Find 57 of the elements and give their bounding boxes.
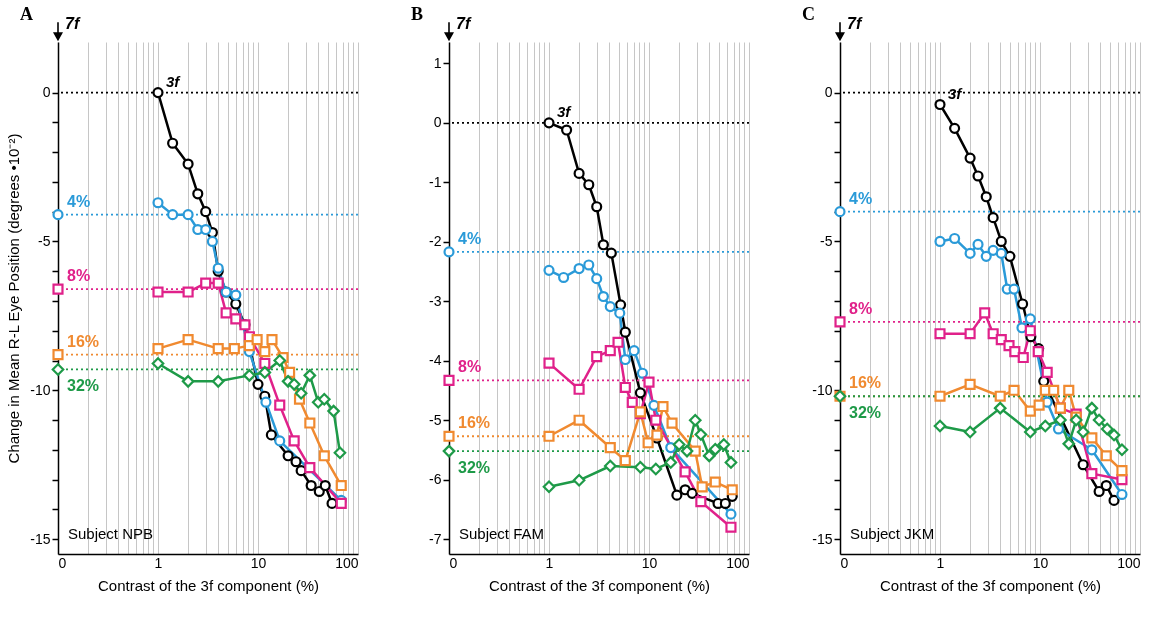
x-axis-title: Contrast of the 3f component (%) — [880, 576, 1101, 594]
series-label: 3f — [948, 84, 964, 102]
y-tick-label: -6 — [429, 471, 442, 488]
chart-title: C — [802, 4, 815, 24]
series-label: 4% — [67, 192, 91, 210]
series-label: 32% — [458, 459, 491, 477]
x-tick-label: 10 — [250, 554, 267, 571]
x-axis-title: Contrast of the 3f component (%) — [98, 576, 319, 594]
series-label: 16% — [458, 414, 491, 432]
series-label: 4% — [458, 229, 482, 247]
x-tick-label: 100 — [726, 554, 750, 571]
series-label: 4% — [849, 189, 873, 207]
series-label: 8% — [458, 358, 482, 376]
x-tick-label: 0 — [58, 554, 67, 571]
y-tick-label: -1 — [429, 173, 442, 190]
annotation: Subject NPB — [68, 525, 154, 542]
y-tick-label: 1 — [433, 54, 442, 71]
y-tick-label: 0 — [42, 84, 51, 101]
x-axis-title: Contrast of the 3f component (%) — [489, 576, 710, 594]
y-tick-label: -5 — [429, 411, 442, 428]
x-tick-label: 100 — [1117, 554, 1141, 571]
text: 7f — [456, 15, 472, 32]
series-label: 8% — [849, 299, 873, 317]
y-tick-label: 0 — [824, 84, 833, 101]
annotation: Subject FAM — [459, 525, 545, 542]
y-tick-label: -15 — [812, 530, 833, 547]
x-tick-label: 10 — [1032, 554, 1049, 571]
x-tick-label: 100 — [335, 554, 359, 571]
y-tick-label: -10 — [812, 381, 833, 398]
text: 7f — [65, 15, 81, 32]
y-tick-label: -2 — [429, 233, 442, 250]
y-tick-label: -5 — [820, 232, 833, 249]
series-label: 3f — [166, 72, 182, 90]
x-tick-label: 1 — [545, 554, 554, 571]
series-label: 8% — [67, 267, 91, 285]
x-tick-label: 0 — [840, 554, 849, 571]
series-label: 3f — [557, 102, 573, 120]
series-label: 32% — [849, 404, 882, 422]
y-tick-label: -5 — [38, 232, 51, 249]
x-tick-label: 10 — [641, 554, 658, 571]
series-label: 16% — [67, 332, 100, 350]
y-tick-label: 0 — [433, 114, 442, 131]
y-tick-label: -10 — [30, 381, 51, 398]
series-label: 16% — [849, 374, 882, 392]
series-label: 32% — [67, 377, 100, 395]
x-tick-label: 1 — [936, 554, 945, 571]
x-tick-label: 1 — [154, 554, 163, 571]
chart-title: B — [411, 4, 424, 24]
y-tick-label: -4 — [429, 352, 442, 369]
annotation: Subject JKM — [850, 525, 935, 542]
y-tick-label: -7 — [429, 530, 442, 547]
text: 7f — [847, 15, 863, 32]
y-axis-title: Change in Mean R-L Eye Position (degrees •10⁻²) — [5, 133, 23, 464]
y-tick-label: -15 — [30, 530, 51, 547]
chart-title: A — [20, 4, 33, 24]
y-tick-label: -3 — [429, 292, 442, 309]
x-tick-label: 0 — [449, 554, 458, 571]
